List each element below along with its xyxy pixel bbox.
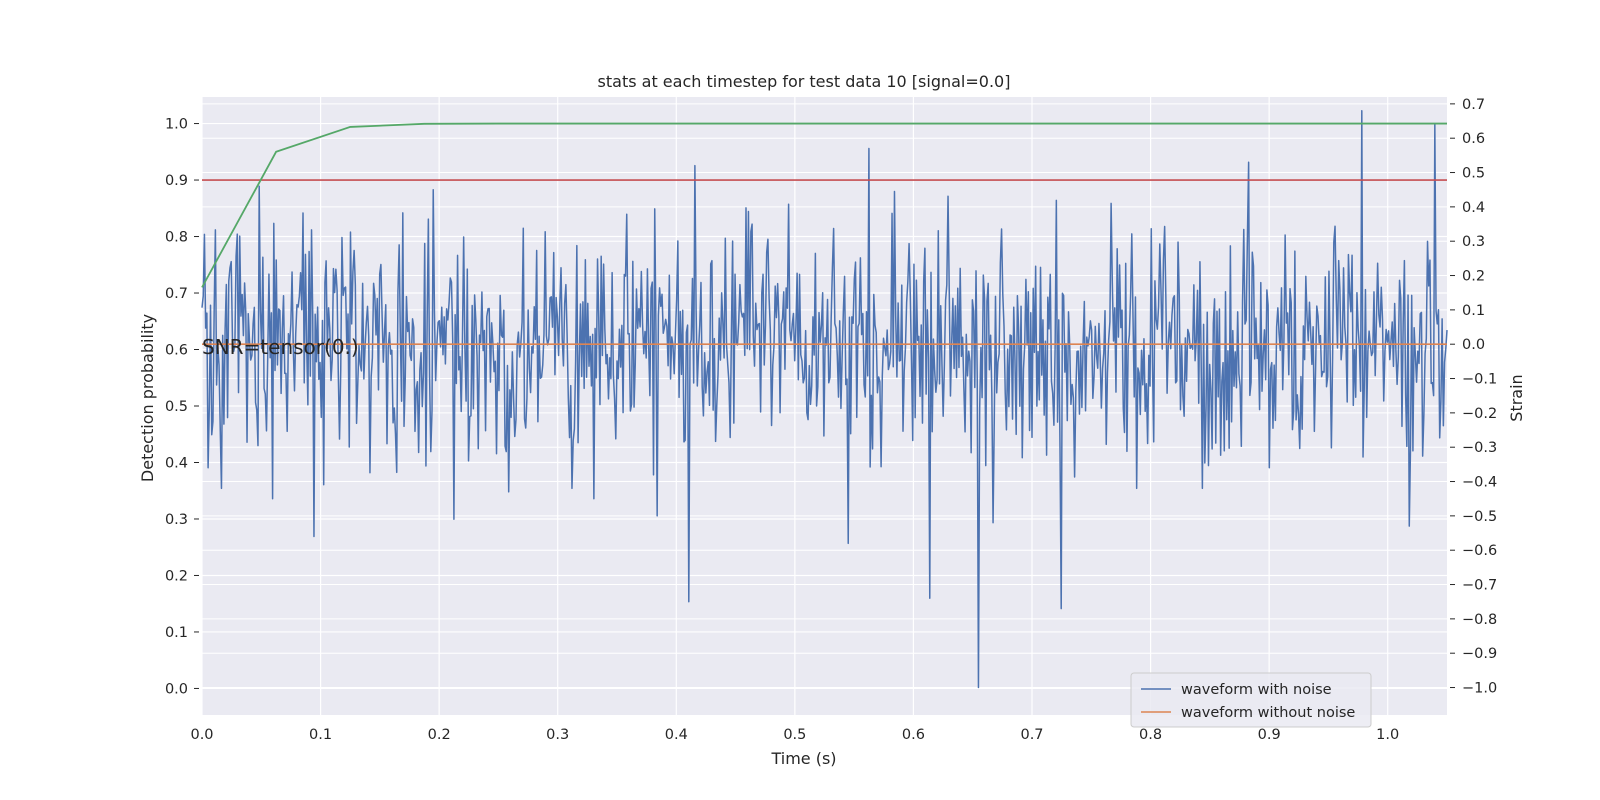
x-tick-label: 0.9 [1258, 727, 1281, 743]
y-tick-label-left: 0.6 [165, 343, 188, 359]
y-tick-label-right: −0.3 [1462, 440, 1497, 456]
x-tick-label: 0.0 [190, 727, 213, 743]
y-tick-label-right: −0.5 [1462, 509, 1497, 525]
x-tick-label: 0.6 [902, 727, 925, 743]
x-tick-label: 1.0 [1376, 727, 1399, 743]
x-tick-label: 0.2 [428, 727, 451, 743]
y-tick-label-right: 0.7 [1462, 97, 1485, 113]
y-tick-label-right: −0.4 [1462, 475, 1497, 491]
x-tick-label: 0.1 [309, 727, 332, 743]
y-tick-label-right: 0.1 [1462, 303, 1485, 319]
y-tick-label-right: −0.9 [1462, 646, 1497, 662]
y-tick-label-left: 0.9 [165, 173, 188, 189]
y-tick-label-right: 0.6 [1462, 131, 1485, 147]
x-tick-label: 0.5 [783, 727, 806, 743]
y-tick-label-left: 0.8 [165, 230, 188, 246]
x-tick-label: 0.4 [665, 727, 688, 743]
x-tick-label: 0.8 [1139, 727, 1162, 743]
series-waveform-with-noise [201, 109, 1448, 689]
series-layer [201, 109, 1448, 689]
y-tick-label-right: 0.5 [1462, 166, 1485, 182]
y-tick-label-left: 0.4 [165, 455, 188, 471]
y-tick-label-left: 0.0 [165, 681, 188, 697]
legend-label-clean: waveform without noise [1181, 705, 1355, 721]
y-tick-label-right: −0.2 [1462, 406, 1497, 422]
y-tick-label-right: −0.6 [1462, 543, 1497, 559]
y-tick-label-left: 0.1 [165, 625, 188, 641]
y-tick-label-left: 0.3 [165, 512, 188, 528]
y-tick-label-left: 0.5 [165, 399, 188, 415]
y-tick-label-right: −0.8 [1462, 612, 1497, 628]
x-axis-label: Time (s) [770, 749, 836, 768]
y-tick-label-right: 0.2 [1462, 269, 1485, 285]
legend-label-noise: waveform with noise [1181, 682, 1332, 698]
y-tick-label-right: 0.3 [1462, 234, 1485, 250]
legend: waveform with noise waveform without noi… [1130, 672, 1372, 728]
y-tick-label-right: 0.0 [1462, 337, 1485, 353]
right-y-axis-label: Strain [1507, 374, 1526, 421]
y-tick-label-right: −0.7 [1462, 578, 1497, 594]
y-tick-label-right: −1.0 [1462, 681, 1497, 697]
ticks-layer: 0.0 0.1 0.2 0.3 0.4 0.5 0.6 0.7 0.8 0.9 1.0 −1.0 −0.… [165, 97, 1497, 743]
left-y-axis-label: Detection probability [138, 314, 157, 482]
y-tick-label-left: 0.7 [165, 286, 188, 302]
y-tick-label-right: 0.4 [1462, 200, 1485, 216]
y-tick-label-left: 0.2 [165, 568, 188, 584]
y-tick-label-left: 1.0 [165, 117, 188, 133]
x-tick-label: 0.7 [1020, 727, 1043, 743]
detection-probability-line [201, 122, 1447, 288]
x-tick-label: 0.3 [546, 727, 569, 743]
y-tick-label-right: −0.1 [1462, 372, 1497, 388]
chart-title: stats at each timestep for test data 10 … [598, 72, 1011, 91]
snr-annotation: SNR=tensor(0.) [202, 335, 359, 359]
legend-box [1130, 672, 1372, 728]
